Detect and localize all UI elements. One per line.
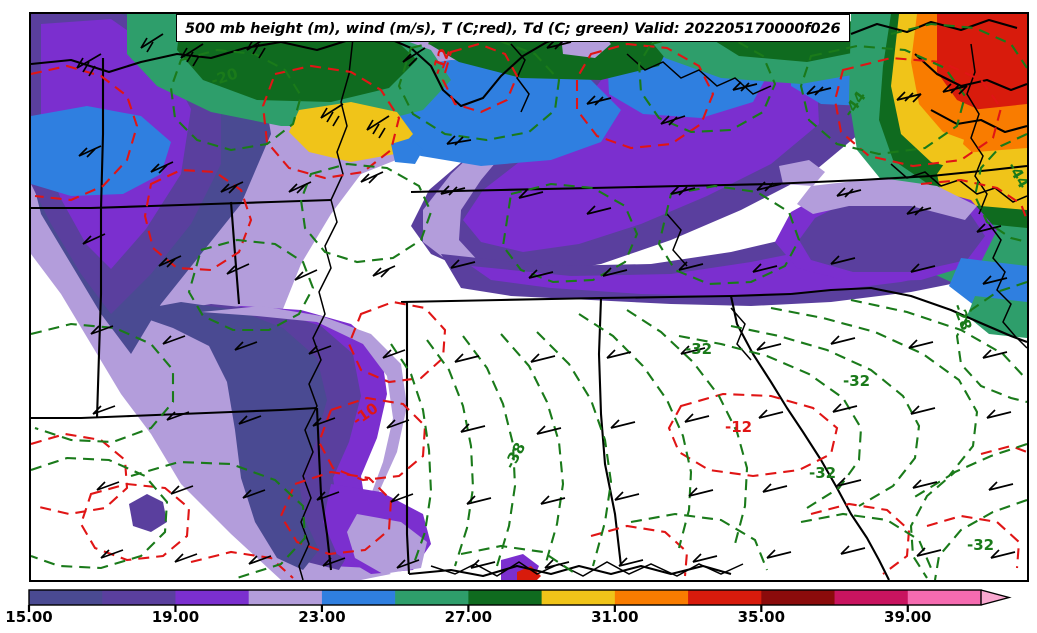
colorbar-segment	[102, 590, 177, 605]
colorbar-segment	[907, 590, 982, 605]
colorbar-segment	[175, 590, 250, 605]
contour-label: -32	[967, 536, 994, 554]
contour-label: -12	[725, 418, 752, 436]
colorbar-extend-outline	[980, 589, 1012, 606]
colorbar-extend-arrow	[981, 590, 1009, 605]
colorbar-outline	[28, 589, 982, 606]
map-panel[interactable]: .barb{stroke:#000;stroke-width:1.7;fill:…	[29, 12, 1029, 582]
colorbar-segment	[834, 590, 909, 605]
colorbar-segment	[321, 590, 396, 605]
contour-label: -32	[809, 464, 836, 482]
colorbar[interactable]: 15.00 19.00 23.00 27.00 31.00 35.00 39.00	[0, 586, 1037, 633]
colorbar-tick-label: 39.00	[884, 608, 932, 626]
colorbar-segment	[761, 590, 836, 605]
colorbar-tick-label: 35.00	[737, 608, 786, 626]
colorbar-segment	[29, 590, 103, 605]
colorbar-canvas	[27, 589, 1012, 612]
map-canvas[interactable]: .barb{stroke:#000;stroke-width:1.7;fill:…	[31, 14, 1027, 580]
windspeed-fill	[31, 14, 1027, 580]
colorbar-tick-label: 23.00	[298, 608, 346, 626]
colorbar-segment	[248, 590, 323, 605]
wind-barbs	[76, 33, 1016, 569]
colorbar-segment	[541, 590, 616, 605]
map-title: 500 mb height (m), wind (m/s), T (C;red)…	[185, 21, 841, 37]
colorbar-segment	[614, 590, 689, 605]
contour-label: -32	[685, 340, 712, 358]
colorbar-segments	[29, 590, 1009, 605]
colorbar-tick-label: 19.00	[151, 608, 200, 626]
colorbar-tick-label: 15.00	[5, 608, 53, 626]
colorbar-segment	[395, 590, 469, 605]
colorbar-tick-label: 31.00	[591, 608, 639, 626]
temperature-contours	[31, 42, 1027, 579]
colorbar-ticks	[27, 589, 1012, 612]
colorbar-tick-label: 27.00	[444, 608, 493, 626]
contour-label: -32	[843, 372, 870, 390]
colorbar-segment	[468, 590, 543, 605]
colorbar-segment	[688, 590, 762, 605]
map-title-box: 500 mb height (m), wind (m/s), T (C;red)…	[176, 14, 850, 42]
colorbar-tick-labels: 15.00 19.00 23.00 27.00 31.00 35.00 39.00	[0, 586, 1037, 633]
